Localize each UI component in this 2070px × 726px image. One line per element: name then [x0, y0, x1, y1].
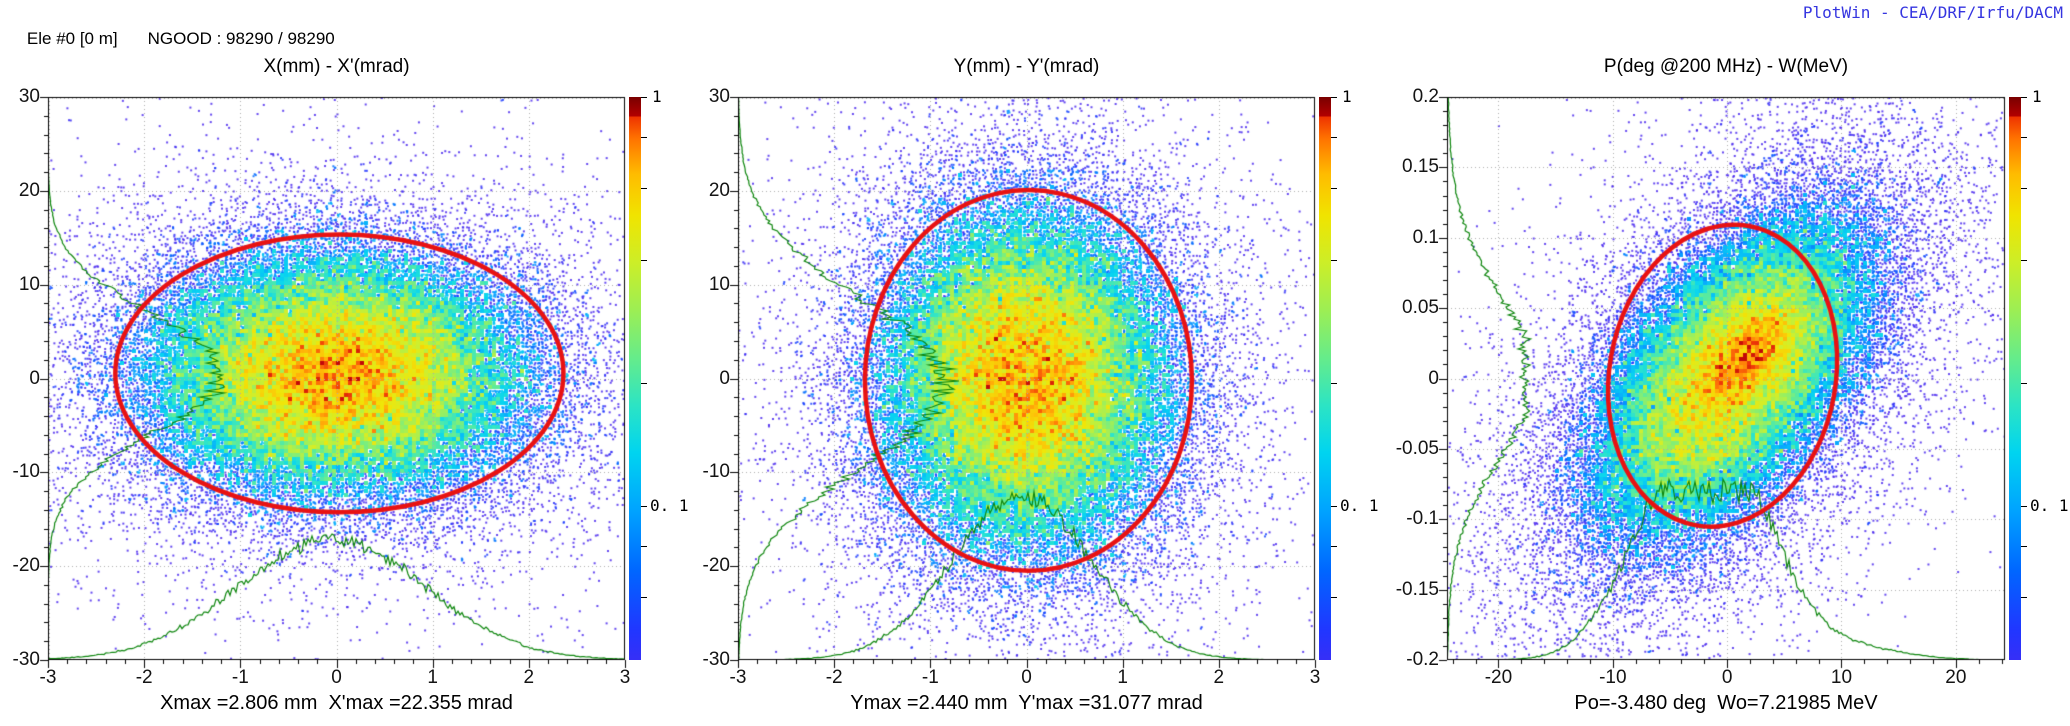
colorbar-tick [1331, 188, 1337, 189]
x-tick-label: 1 [427, 667, 438, 688]
colorbar-label-mid: 0. 1 [2030, 496, 2069, 515]
colorbar-tick [1331, 383, 1337, 384]
scatter-plot-canvas-x[interactable] [34, 94, 629, 678]
x-tick-label: 3 [1309, 667, 1321, 688]
colorbar-pw [2009, 97, 2021, 660]
y-tick-label: -20 [12, 555, 40, 577]
y-tick-label: 0 [719, 367, 730, 389]
x-tick-label: -20 [1484, 667, 1513, 688]
y-tick-label: 0.1 [1412, 226, 1439, 248]
element-label: Ele #0 [0 m] [26, 29, 118, 48]
chart-title-pw: P(deg @200 MHz) - W(MeV) [1603, 56, 1849, 77]
colorbar-tick [1331, 137, 1337, 138]
status-header: Ele #0 [0 m] NGOOD : 98290 / 98290 [8, 9, 335, 69]
colorbar-tick [641, 188, 647, 189]
colorbar-tick [2021, 97, 2027, 98]
ngood-count: NGOOD : 98290 / 98290 [147, 29, 335, 48]
y-tick-label: 30 [708, 86, 730, 107]
colorbar-tick [1331, 260, 1337, 261]
colorbar-tick [1331, 546, 1337, 547]
y-tick-label: -30 [12, 649, 40, 670]
y-tick-label: -10 [12, 461, 40, 483]
chart-title-y: Y(mm) - Y'(mrad) [953, 56, 1100, 77]
colorbar-tick [2021, 137, 2027, 138]
y-tick-label: -20 [702, 555, 730, 577]
x-tick-label: 0 [1721, 667, 1733, 688]
stats-caption-y: Ymax =2.440 mm Y'max =31.077 mrad [850, 692, 1203, 714]
y-tick-label: 0 [29, 367, 40, 389]
colorbar-tick [2021, 383, 2027, 384]
x-tick-label: -3 [39, 667, 57, 688]
y-tick-label: -0.15 [1395, 578, 1439, 600]
colorbar-tick [2021, 260, 2027, 261]
colorbar-tick [2021, 188, 2027, 189]
colorbar-tick [1331, 97, 1337, 98]
x-tick-label: -3 [729, 667, 747, 688]
colorbar-tick [641, 137, 647, 138]
y-tick-label: 0.2 [1412, 86, 1439, 107]
y-tick-label: -0.1 [1406, 508, 1439, 530]
colorbar-tick [641, 383, 647, 384]
colorbar-tick [641, 546, 647, 547]
y-tick-label: 0.05 [1402, 297, 1439, 319]
colorbar-tick [641, 97, 647, 98]
y-tick-label: 0.15 [1402, 156, 1439, 178]
colorbar-tick [641, 597, 647, 598]
y-tick-label: 20 [708, 179, 730, 201]
colorbar-tick [1331, 506, 1337, 507]
x-tick-label: -1 [921, 667, 939, 688]
x-tick-label: 1 [1117, 667, 1128, 688]
colorbar-tick [2021, 597, 2027, 598]
colorbar-label-top: 1 [2032, 87, 2042, 106]
y-tick-label: 0 [1428, 367, 1439, 389]
x-tick-label: -2 [825, 667, 843, 688]
colorbar-y [1319, 97, 1331, 660]
colorbar-tick [1331, 597, 1337, 598]
x-tick-label: 3 [619, 667, 631, 688]
colorbar-tick [641, 506, 647, 507]
colorbar-label-mid: 0. 1 [650, 496, 689, 515]
x-tick-label: 0 [331, 667, 342, 688]
y-tick-label: 30 [18, 86, 40, 107]
x-tick-label: 2 [1213, 667, 1225, 688]
colorbar-tick [2021, 506, 2027, 507]
y-tick-label: -0.2 [1406, 649, 1439, 670]
colorbar-label-mid: 0. 1 [1340, 496, 1379, 515]
y-tick-label: -0.05 [1395, 437, 1439, 459]
colorbar-x [629, 97, 641, 660]
y-tick-label: 20 [18, 179, 40, 201]
scatter-plot-canvas-y[interactable] [724, 94, 1319, 678]
x-tick-label: 10 [1830, 667, 1853, 688]
colorbar-tick [2021, 546, 2027, 547]
y-tick-label: -10 [702, 461, 730, 483]
chart-title-x: X(mm) - X'(mrad) [263, 56, 410, 77]
stats-caption-pw: Po=-3.480 deg Wo=7.21985 MeV [1574, 692, 1878, 714]
colorbar-label-top: 1 [652, 87, 662, 106]
y-tick-label: -30 [702, 649, 730, 670]
x-tick-label: 2 [523, 667, 535, 688]
x-tick-label: -10 [1599, 667, 1627, 688]
plotwin-watermark: PlotWin - CEA/DRF/Irfu/DACM [1802, 3, 2063, 22]
scatter-plot-canvas-pw[interactable] [1433, 94, 2009, 678]
colorbar-label-top: 1 [1342, 87, 1352, 106]
x-tick-label: -2 [135, 667, 153, 688]
y-tick-label: 10 [708, 273, 730, 295]
x-tick-label: -1 [231, 667, 249, 688]
stats-caption-x: Xmax =2.806 mm X'max =22.355 mrad [160, 692, 513, 714]
x-tick-label: 0 [1021, 667, 1032, 688]
colorbar-tick [641, 260, 647, 261]
x-tick-label: 20 [1945, 667, 1967, 688]
y-tick-label: 10 [18, 273, 40, 295]
